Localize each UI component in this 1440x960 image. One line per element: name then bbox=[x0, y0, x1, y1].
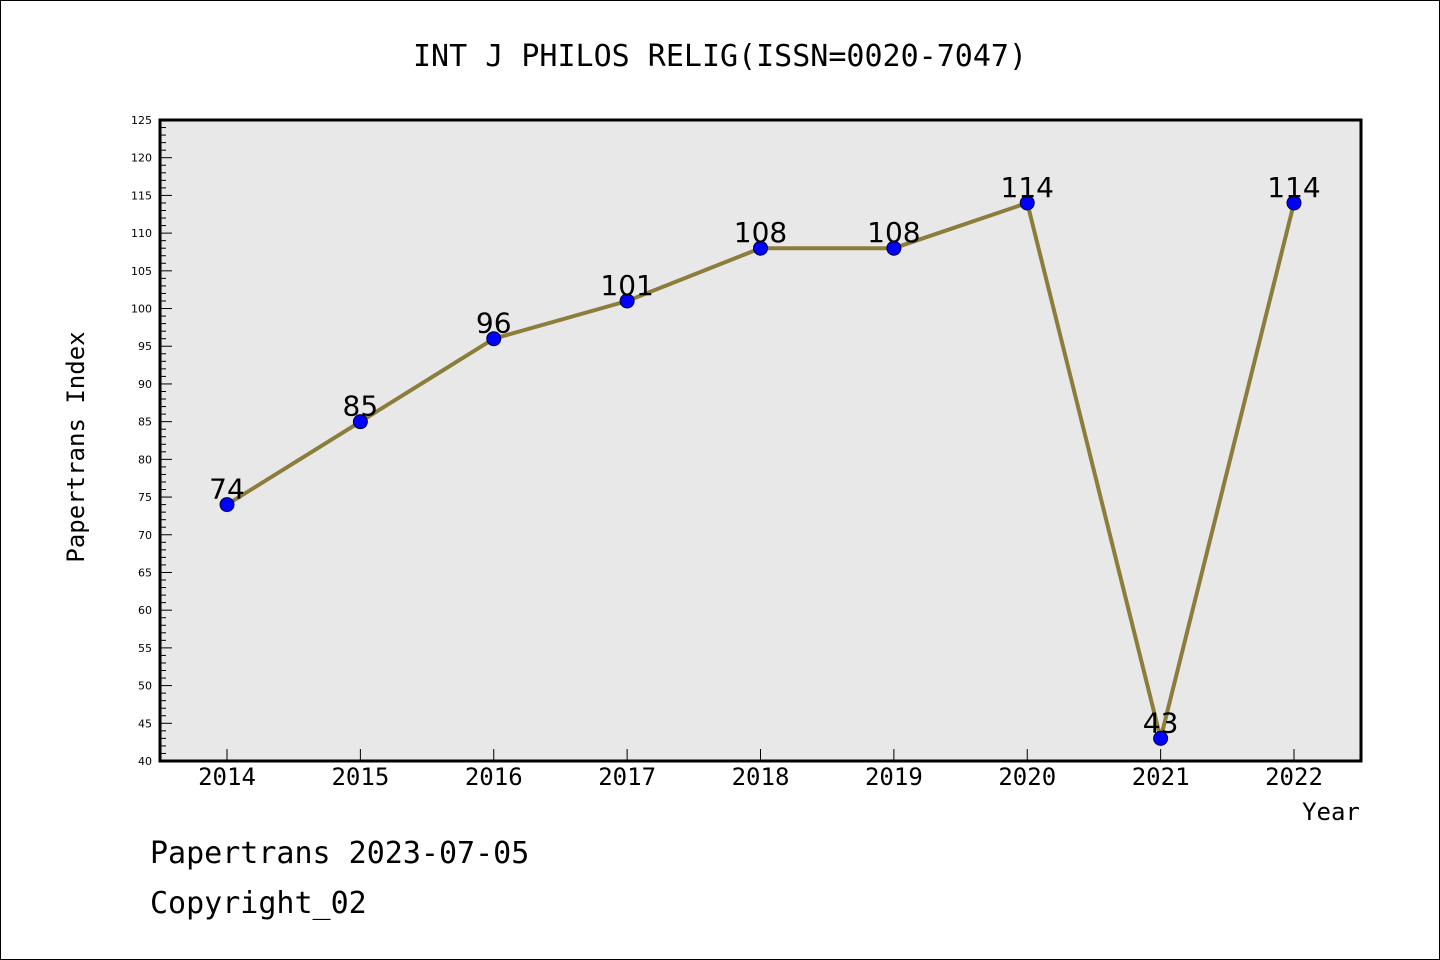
y-tick-label: 70 bbox=[138, 529, 152, 542]
y-tick-label: 100 bbox=[131, 303, 152, 316]
x-axis-label: Year bbox=[1302, 798, 1360, 826]
y-tick-label: 55 bbox=[138, 642, 152, 655]
data-point bbox=[886, 240, 902, 256]
x-tick-label: 2017 bbox=[598, 763, 656, 791]
footer-date: Papertrans 2023-07-05 bbox=[150, 836, 529, 871]
x-tick-label: 2016 bbox=[465, 763, 523, 791]
y-tick-label: 65 bbox=[138, 566, 152, 579]
y-tick-label: 60 bbox=[138, 604, 152, 617]
y-tick-label: 85 bbox=[138, 416, 152, 429]
plot-area bbox=[160, 120, 1361, 761]
x-tick-label: 2019 bbox=[865, 763, 923, 791]
y-tick-label: 110 bbox=[131, 227, 152, 240]
data-label: 43 bbox=[1143, 706, 1179, 739]
data-point bbox=[1019, 195, 1035, 211]
x-tick-label: 2015 bbox=[331, 763, 389, 791]
data-markers bbox=[219, 195, 1302, 746]
y-tick-label: 120 bbox=[131, 152, 152, 165]
data-point bbox=[619, 293, 635, 309]
y-axis-ticks: 40 45 50 55 60 65 70 75 80 85 90 95 100 105 110 115 120 1… bbox=[131, 114, 172, 768]
data-label: 74 bbox=[209, 473, 245, 506]
x-tick-label: 2018 bbox=[732, 763, 790, 791]
x-tick-label: 2014 bbox=[198, 763, 256, 791]
data-label: 96 bbox=[476, 307, 512, 340]
data-label: 101 bbox=[600, 269, 653, 302]
data-labels: 74 85 96 101 108 108 114 43 114 bbox=[209, 171, 1321, 739]
y-tick-label: 45 bbox=[138, 717, 152, 730]
data-label: 114 bbox=[1001, 171, 1054, 204]
x-tick-label: 2022 bbox=[1265, 763, 1323, 791]
data-point bbox=[352, 414, 368, 430]
y-tick-label: 95 bbox=[138, 340, 152, 353]
y-tick-label: 75 bbox=[138, 491, 152, 504]
plot-border bbox=[158, 118, 1363, 763]
y-tick-label: 115 bbox=[131, 189, 152, 202]
data-label: 114 bbox=[1267, 171, 1320, 204]
x-tick-label: 2020 bbox=[998, 763, 1056, 791]
x-tick-label: 2021 bbox=[1132, 763, 1190, 791]
y-tick-label: 105 bbox=[131, 265, 152, 278]
y-tick-label: 90 bbox=[138, 378, 152, 391]
footer-copyright: Copyright_02 bbox=[150, 886, 367, 921]
data-point bbox=[486, 331, 502, 347]
y-axis-label: Papertrans Index bbox=[62, 331, 90, 562]
y-tick-label: 80 bbox=[138, 453, 152, 466]
y-tick-label: 50 bbox=[138, 680, 152, 693]
data-label: 108 bbox=[734, 216, 787, 249]
data-label: 108 bbox=[867, 216, 920, 249]
y-tick-label: 125 bbox=[131, 114, 152, 127]
chart-title: INT J PHILOS RELIG(ISSN=0020-7047) bbox=[413, 39, 1027, 74]
data-point bbox=[1153, 730, 1169, 746]
data-point bbox=[219, 497, 235, 513]
x-axis-ticks: 2014 2015 2016 2017 2018 2019 2020 2021 2022 bbox=[198, 749, 1323, 791]
data-label: 85 bbox=[343, 390, 379, 423]
y-tick-label: 40 bbox=[138, 755, 152, 768]
data-point bbox=[753, 240, 768, 256]
data-point bbox=[1286, 195, 1302, 211]
